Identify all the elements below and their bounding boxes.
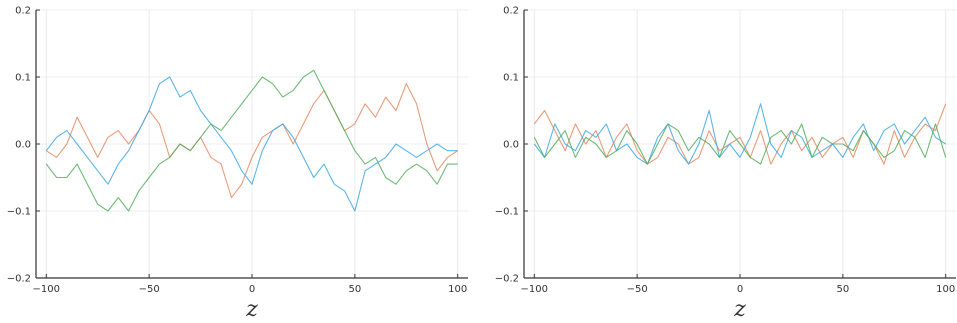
y-tick-label: 0.2: [15, 6, 31, 17]
x-tick-label: 0: [249, 284, 255, 295]
y-tick-label: 0.1: [15, 73, 31, 84]
series-line-1: [45, 83, 459, 199]
y-tick-label: −0.2: [495, 274, 519, 285]
series-line-3: [45, 69, 458, 212]
series-line-2: [533, 103, 947, 165]
x-tick-label: −100: [33, 284, 60, 295]
x-tick-label: 100: [448, 284, 467, 295]
y-tick-label: −0.2: [7, 274, 31, 285]
x-tick-label: 50: [836, 284, 849, 295]
y-tick-label: 0.1: [503, 73, 519, 84]
x-tick-label: 50: [348, 284, 361, 295]
y-tick-label: −0.1: [7, 207, 31, 218]
chart-panel-1: −100 −50 0 50 100 −0.2 −0.1 0.0 0.1 0.2 z: [7, 6, 468, 322]
x-tick-label: −50: [627, 284, 648, 295]
x-axis-title: z: [245, 297, 258, 322]
x-axis-title: z: [733, 297, 746, 322]
y-tick-label: 0.2: [503, 6, 519, 17]
x-tick-label: −100: [521, 284, 548, 295]
series-line-2: [45, 76, 458, 212]
y-tick-label: 0.0: [15, 140, 31, 151]
x-tick-label: 0: [737, 284, 743, 295]
x-tick-label: −50: [139, 284, 160, 295]
series-line-1: [533, 103, 947, 165]
y-tick-label: 0.0: [503, 140, 519, 151]
y-tick-label: −0.1: [495, 207, 519, 218]
chart-panel-2: −100 −50 0 50 100 −0.2 −0.1 0.0 0.1 0.2 z: [495, 6, 956, 322]
series-line-3: [533, 123, 947, 165]
x-tick-label: 100: [936, 284, 955, 295]
